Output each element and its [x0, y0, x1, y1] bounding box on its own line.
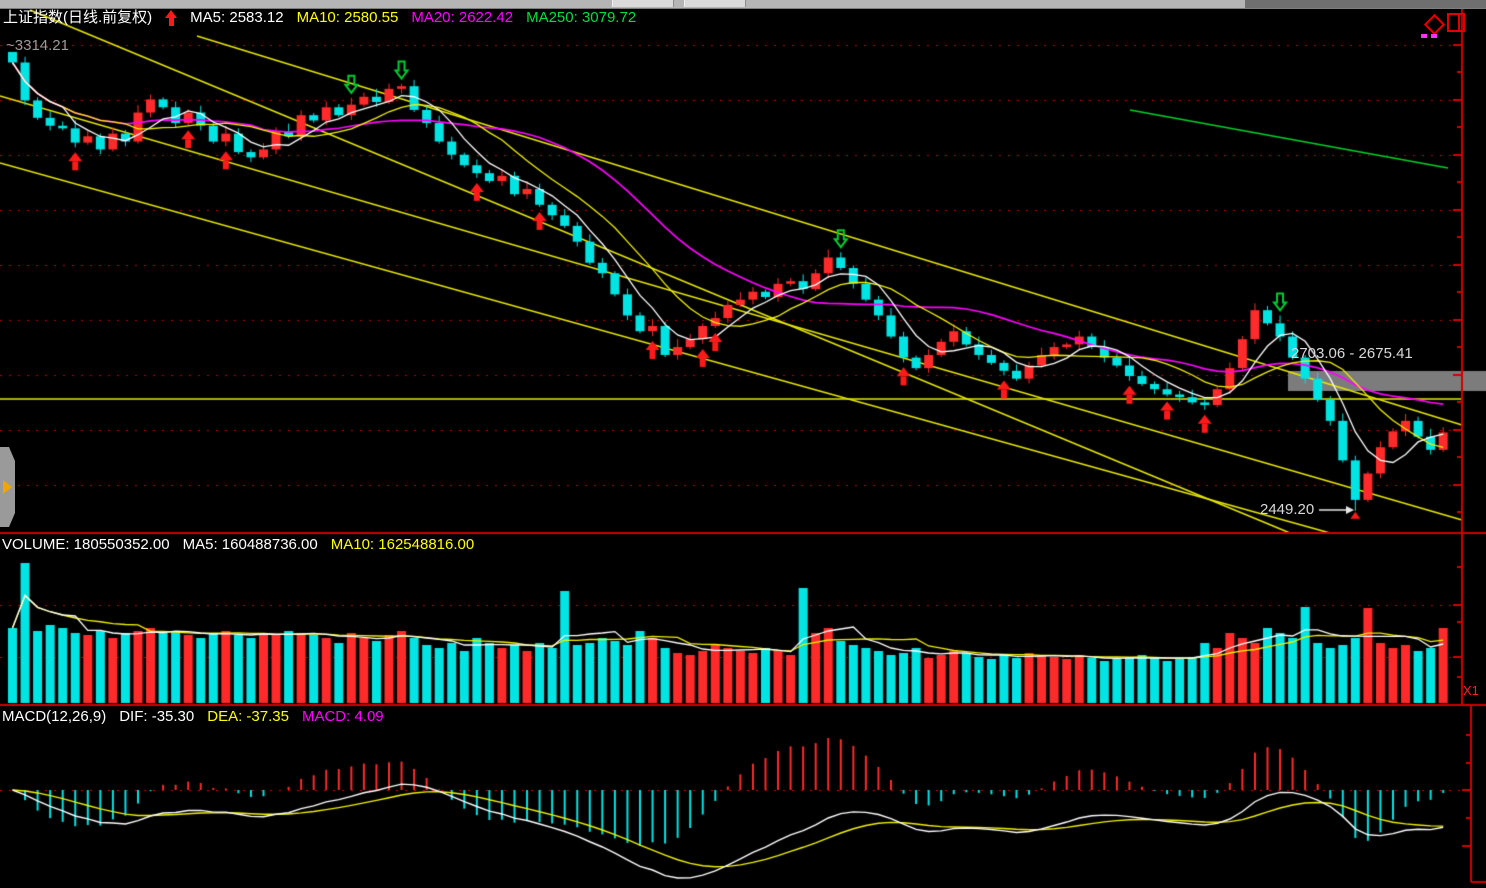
toolbar-dark-segment: [1245, 0, 1486, 8]
top-toolbar-fragment: [0, 0, 1486, 9]
split-window-icon[interactable]: [1447, 13, 1465, 32]
volume-header: VOLUME: 180550352.00 MA5: 160488736.00 M…: [2, 536, 474, 554]
ma10-value: MA10: 2580.55: [296, 9, 399, 26]
ma5-value: MA5: 2583.12: [190, 9, 284, 26]
ma250-value: MA250: 3079.72: [526, 9, 637, 26]
toolbar-tab[interactable]: [684, 0, 746, 7]
main-chart-header: 上证指数(日线.前复权) MA5: 2583.12 MA10: 2580.55 …: [3, 9, 636, 27]
price-range-label: 2703.06 - 2675.41: [1291, 345, 1413, 362]
magenta-marker-dot: [1421, 34, 1427, 38]
symbol-title[interactable]: 上证指数(日线.前复权): [3, 9, 153, 26]
macd-name: MACD(12,26,9): [2, 708, 107, 725]
magenta-marker-dot: [1431, 34, 1437, 38]
dif-value: DIF: -35.30: [119, 708, 195, 725]
up-arrow-icon: [165, 9, 178, 27]
macd-value: MACD: 4.09: [301, 708, 384, 725]
volume-ma5-value: MA5: 160488736.00: [182, 536, 318, 553]
expand-right-icon: [3, 480, 12, 494]
x1-zoom-label: X1: [1463, 683, 1479, 698]
volume-ma10-value: MA10: 162548816.00: [330, 536, 475, 553]
sidebar-slide-handle[interactable]: [0, 447, 15, 527]
high-price-label: ~3314.21: [6, 37, 69, 54]
toolbar-tab[interactable]: [612, 0, 674, 7]
low-price-label: 2449.20: [1260, 501, 1315, 518]
volume-value: VOLUME: 180550352.00: [2, 536, 170, 553]
dea-value: DEA: -37.35: [207, 708, 289, 725]
ma20-value: MA20: 2622.42: [411, 9, 514, 26]
macd-header: MACD(12,26,9) DIF: -35.30 DEA: -37.35 MA…: [2, 708, 384, 726]
